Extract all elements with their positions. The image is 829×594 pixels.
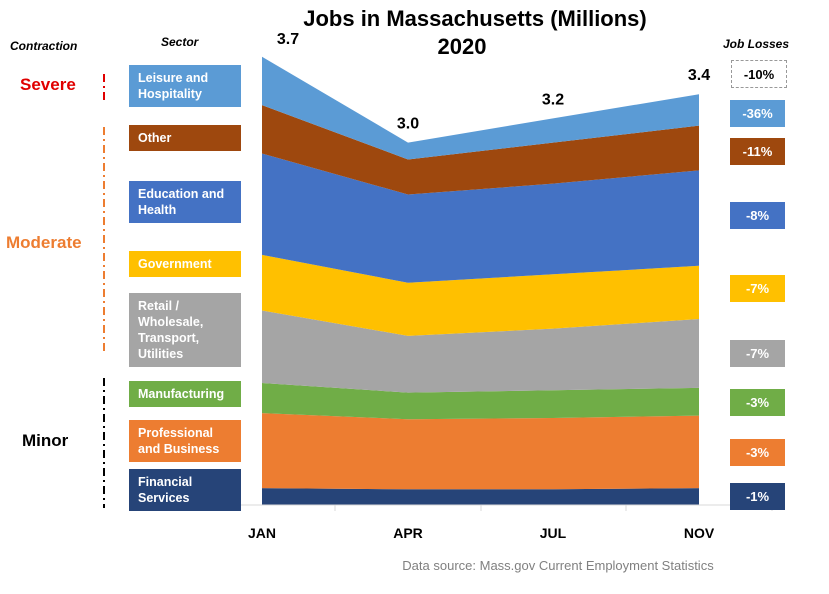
group-label: Severe: [20, 75, 76, 94]
total-job-loss: -10%: [731, 60, 787, 88]
job-loss: -3%: [730, 439, 785, 466]
area: [262, 413, 699, 490]
legend-entry: Financial Services: [129, 469, 241, 511]
legend-entry: Leisure and Hospitality: [129, 65, 241, 107]
legend-entry: Professional and Business: [129, 420, 241, 462]
header: Contraction: [10, 39, 77, 53]
job-loss: -7%: [730, 340, 785, 367]
group-label: Moderate: [6, 233, 82, 252]
x-tick-label: NOV: [684, 525, 715, 541]
legend-entry: Other: [129, 125, 241, 151]
job-loss: -3%: [730, 389, 785, 416]
legend-entry: Education and Health: [129, 181, 241, 223]
legend-entry: Retail / Wholesale, Transport, Utilities: [129, 293, 241, 367]
area: [262, 56, 699, 160]
job-loss: -11%: [730, 138, 785, 165]
chart-subtitle: 2020: [438, 34, 487, 59]
x-tick-label: JAN: [248, 525, 276, 541]
source: Data source: Mass.gov Current Employment…: [402, 558, 714, 573]
x-tick-label: JUL: [540, 525, 567, 541]
area: [262, 254, 699, 336]
job-loss: -36%: [730, 100, 785, 127]
job-loss: -1%: [730, 483, 785, 510]
x-tick-label: APR: [393, 525, 423, 541]
group-label: Minor: [22, 431, 69, 450]
chart-title: Jobs in Massachusetts (Millions): [303, 6, 647, 31]
area: [262, 153, 699, 283]
total-label: 3.2: [542, 91, 564, 108]
legend-entry: Government: [129, 251, 241, 277]
total-label: 3.7: [277, 31, 299, 48]
header: Sector: [161, 35, 200, 49]
total-label: 3.0: [397, 116, 419, 133]
total-label: 3.4: [688, 67, 710, 84]
area: [262, 105, 699, 195]
legend-entry: Manufacturing: [129, 381, 241, 407]
area: [262, 310, 699, 393]
job-loss: -7%: [730, 275, 785, 302]
area: [262, 382, 699, 420]
area: [262, 488, 699, 505]
header: Job Losses: [723, 37, 789, 51]
job-loss: -8%: [730, 202, 785, 229]
